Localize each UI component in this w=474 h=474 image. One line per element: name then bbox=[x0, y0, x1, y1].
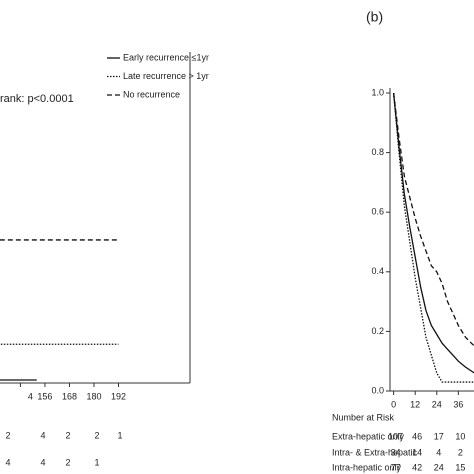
risk-count: 2 bbox=[94, 430, 99, 440]
risk-count: 17 bbox=[434, 431, 444, 441]
x-tick-label: 4 bbox=[28, 391, 33, 401]
x-tick-label: 156 bbox=[37, 391, 52, 401]
risk-count: 77 bbox=[391, 462, 401, 472]
risk-count: 42 bbox=[412, 462, 422, 472]
survival-curve bbox=[392, 92, 474, 383]
y-tick-label: 0.8 bbox=[371, 147, 384, 157]
risk-count: 24 bbox=[434, 462, 444, 472]
x-tick-label: 12 bbox=[410, 399, 420, 409]
x-tick-label: 24 bbox=[432, 399, 442, 409]
y-tick-label: 1.0 bbox=[371, 87, 384, 97]
risk-count: 107 bbox=[388, 431, 403, 441]
risk-count: 4 bbox=[436, 447, 441, 457]
risk-title: Number at Risk bbox=[332, 412, 395, 422]
y-tick-label: 0.4 bbox=[371, 266, 384, 276]
legend-label: Early recurrence ≤1yr bbox=[123, 52, 209, 62]
legend-label: Late recurrence > 1yr bbox=[123, 71, 209, 81]
legend-label: No recurrence bbox=[123, 89, 180, 99]
y-tick-label: 0.0 bbox=[371, 385, 384, 395]
x-tick-label: 168 bbox=[62, 391, 77, 401]
annotation: rank: p<0.0001 bbox=[0, 93, 74, 105]
panel-title: (b) bbox=[366, 9, 383, 25]
risk-count: 46 bbox=[412, 431, 422, 441]
tick-labels-a: 4 156 168 180 192 bbox=[28, 391, 126, 401]
risk-count: 2 bbox=[65, 430, 70, 440]
y-tick-label: 0.6 bbox=[371, 207, 384, 217]
risk-row-label: Intra- & Extra-hepatic bbox=[332, 447, 418, 457]
survival-curve bbox=[392, 92, 474, 374]
x-tick-label: 0 bbox=[391, 399, 396, 409]
risk-count: 4 bbox=[5, 457, 10, 467]
risk-count: 1 bbox=[94, 457, 99, 467]
risk-count: 10 bbox=[455, 431, 465, 441]
risk-row-label: Intra-hepatic only bbox=[332, 462, 402, 472]
risk-count: 2 bbox=[458, 447, 463, 457]
x-tick-label: 192 bbox=[111, 391, 126, 401]
x-tick-label: 180 bbox=[86, 391, 101, 401]
risk-count: 15 bbox=[455, 462, 465, 472]
risk-count: 2 bbox=[65, 457, 70, 467]
risk-count: 1 bbox=[117, 430, 122, 440]
y-tick-label: 0.2 bbox=[371, 326, 384, 336]
x-tick-label: 36 bbox=[453, 399, 463, 409]
survival-curve bbox=[392, 92, 474, 347]
risk-count: 4 bbox=[40, 457, 45, 467]
risk-row-label: Extra-hepatic only bbox=[332, 431, 405, 441]
risk-count: 4 bbox=[40, 430, 45, 440]
risk-count: 34 bbox=[391, 447, 401, 457]
risk-count: 14 bbox=[412, 447, 422, 457]
risk-count: 2 bbox=[5, 430, 10, 440]
